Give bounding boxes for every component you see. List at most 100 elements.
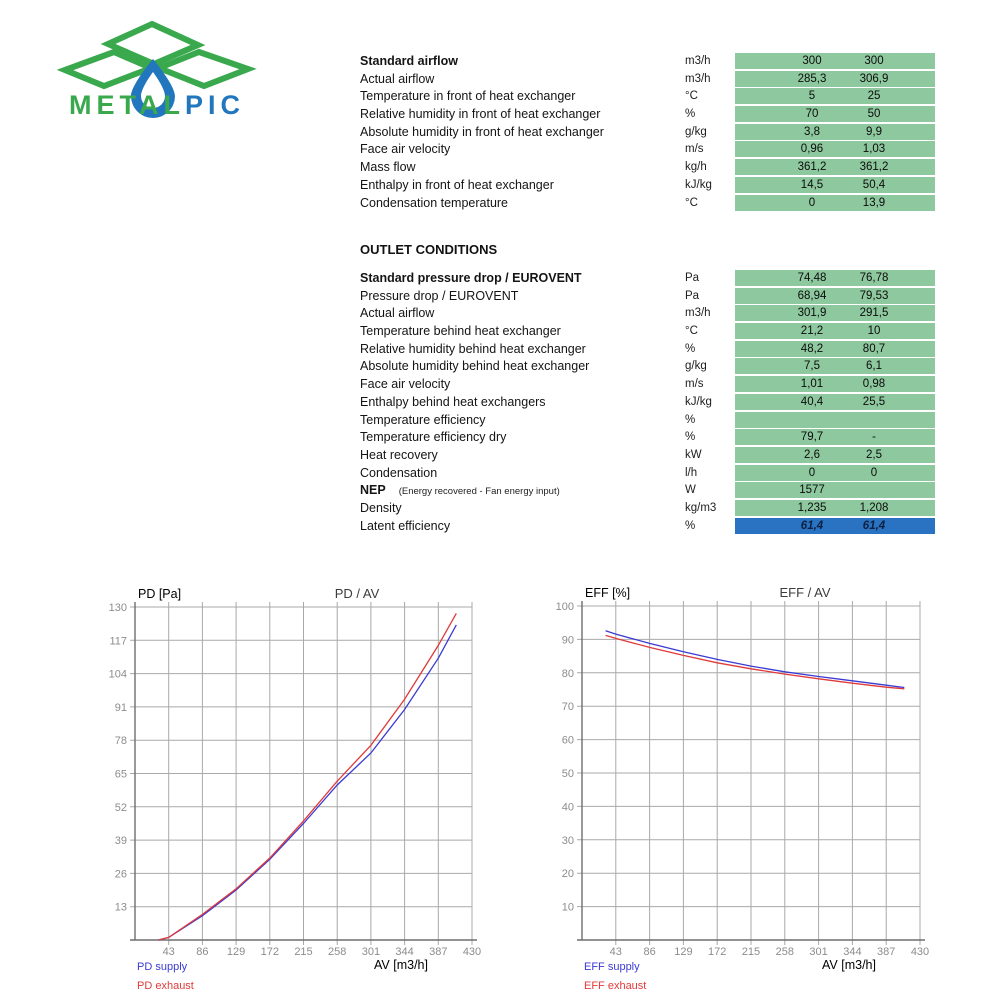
legend-item: PD exhaust <box>137 980 194 992</box>
row-unit: kg/m3 <box>685 502 717 515</box>
value-1: 1,01 <box>800 378 824 391</box>
logo-graphic <box>56 20 257 118</box>
table-row: Enthalpy behind heat exchangers kJ/kg 40,4… <box>360 393 938 411</box>
value-2: 25 <box>867 90 881 103</box>
x-tick-label: 258 <box>776 946 794 958</box>
row-label: Temperature efficiency <box>360 412 486 427</box>
y-tick-label: 104 <box>109 669 127 681</box>
row-unit: °C <box>685 325 698 338</box>
row-label: Pressure drop / EUROVENT <box>360 288 519 303</box>
value-2: 10 <box>867 325 881 338</box>
row-unit: m3/h <box>685 54 711 67</box>
row-label: Enthalpy behind heat exchangers <box>360 394 546 409</box>
row-label: Density <box>360 501 402 516</box>
series-line <box>158 624 457 941</box>
row-unit: °C <box>685 90 698 103</box>
row-unit: % <box>685 431 696 444</box>
x-tick-label: 387 <box>429 946 447 958</box>
row-label: Latent efficiency <box>360 518 451 533</box>
row-unit: W <box>685 484 696 497</box>
y-tick-label: 60 <box>562 735 574 747</box>
value-2: 80,7 <box>862 342 886 355</box>
outlet-conditions-heading: OUTLET CONDITIONS <box>360 242 498 257</box>
value-bar: 0,96 1,03 <box>735 141 935 158</box>
inlet-conditions-table: Standard airflow m3/h 300 300 Actual airflow… <box>360 52 938 211</box>
table-row: Face air velocity m/s 0,96 1,03 <box>360 141 938 159</box>
table-row: Relative humidity in front of heat excha… <box>360 105 938 123</box>
value-1: 300 <box>802 54 822 67</box>
value-2: 61,4 <box>862 519 886 532</box>
x-tick-label: 430 <box>463 946 481 958</box>
y-tick-label: 30 <box>562 835 574 847</box>
x-tick-label: 430 <box>911 946 929 958</box>
row-note: (Energy recovered - Fan energy input) <box>398 486 560 498</box>
y-tick-label: 80 <box>562 668 574 680</box>
water-drop-icon <box>131 59 175 118</box>
x-tick-label: 129 <box>674 946 692 958</box>
table-row: Enthalpy in front of heat exchanger kJ/kg… <box>360 176 938 194</box>
value-1: 285,3 <box>797 72 827 85</box>
value-2: 1,03 <box>862 143 886 156</box>
table-row: Standard pressure drop / EUROVENT Pa 74,48… <box>360 269 938 287</box>
table-row: Mass flow kg/h 361,2 361,2 <box>360 158 938 176</box>
table-row: Temperature efficiency dry% 79,7 - <box>360 428 938 446</box>
table-row: Relative humidity behind heat exchanger%… <box>360 340 938 358</box>
row-unit: g/kg <box>685 360 707 373</box>
value-1: 0 <box>808 196 816 209</box>
row-unit: % <box>685 342 696 355</box>
y-tick-label: 13 <box>115 902 127 914</box>
x-axis-label: AV [m3/h] <box>374 958 428 972</box>
table-row: Actual airflow m3/h 285,3 306,9 <box>360 70 938 88</box>
row-unit: l/h <box>685 466 698 479</box>
table-row: Actual airflow m3/h 301,9 291,5 <box>360 304 938 322</box>
value-2: 50,4 <box>862 178 886 191</box>
table-row: Temperature efficiency% <box>360 411 938 429</box>
outlet-conditions-table: Standard pressure drop / EUROVENT Pa 74,48… <box>360 269 938 535</box>
row-unit: °C <box>685 196 698 209</box>
x-tick-label: 86 <box>196 946 208 958</box>
row-unit: m/s <box>685 143 704 156</box>
x-tick-label: 215 <box>294 946 312 958</box>
table-row: Condensation l/h 0 0 <box>360 464 938 482</box>
x-tick-label: 344 <box>395 946 413 958</box>
x-tick-label: 215 <box>742 946 760 958</box>
series-line <box>158 613 457 941</box>
value-1: 361,2 <box>797 161 827 174</box>
value-1: 1,235 <box>797 502 827 515</box>
legend-item: PD supply <box>137 961 188 973</box>
y-tick-label: 70 <box>562 701 574 713</box>
value-2: 76,78 <box>859 271 889 284</box>
value-bar: 74,48 76,78 <box>735 269 935 286</box>
row-unit: g/kg <box>685 125 707 138</box>
y-tick-label: 91 <box>115 702 127 714</box>
table-row: Temperature behind heat exchanger °C 21,2 1… <box>360 322 938 340</box>
series-line <box>605 630 905 689</box>
value-bar: 70 50 <box>735 106 935 123</box>
value-2: 300 <box>864 54 884 67</box>
legend-item: EFF supply <box>584 961 640 973</box>
y-tick-label: 65 <box>115 769 127 781</box>
value-bar: 5 25 <box>735 88 935 105</box>
value-bar-highlight: 61,4 61,4 <box>735 517 935 534</box>
row-label: Actual airflow <box>360 306 435 321</box>
value-1: 7,5 <box>804 360 820 373</box>
value-bar: 21,2 10 <box>735 323 935 340</box>
x-tick-label: 301 <box>362 946 380 958</box>
value-1: 61,4 <box>800 519 824 532</box>
value-2: 6,1 <box>866 360 882 373</box>
row-label: Standard pressure drop / EUROVENT <box>360 270 582 285</box>
value-bar: 7,5 6,1 <box>735 358 935 375</box>
table-row: Latent efficiency% 61,4 61,4 <box>360 517 938 535</box>
y-tick-label: 117 <box>109 635 127 647</box>
row-label: Temperature in front of heat exchanger <box>360 89 576 104</box>
value-bar: 285,3 306,9 <box>735 70 935 87</box>
value-bar: 1,01 0,98 <box>735 376 935 393</box>
row-label: Enthalpy in front of heat exchanger <box>360 177 554 192</box>
value-bar: 1577 <box>735 482 935 499</box>
row-unit: m3/h <box>685 72 711 85</box>
x-tick-label: 387 <box>877 946 895 958</box>
value-1: 0,96 <box>800 143 824 156</box>
table-row: Condensation temperature °C 0 13,9 <box>360 194 938 212</box>
row-label: Condensation temperature <box>360 195 509 210</box>
